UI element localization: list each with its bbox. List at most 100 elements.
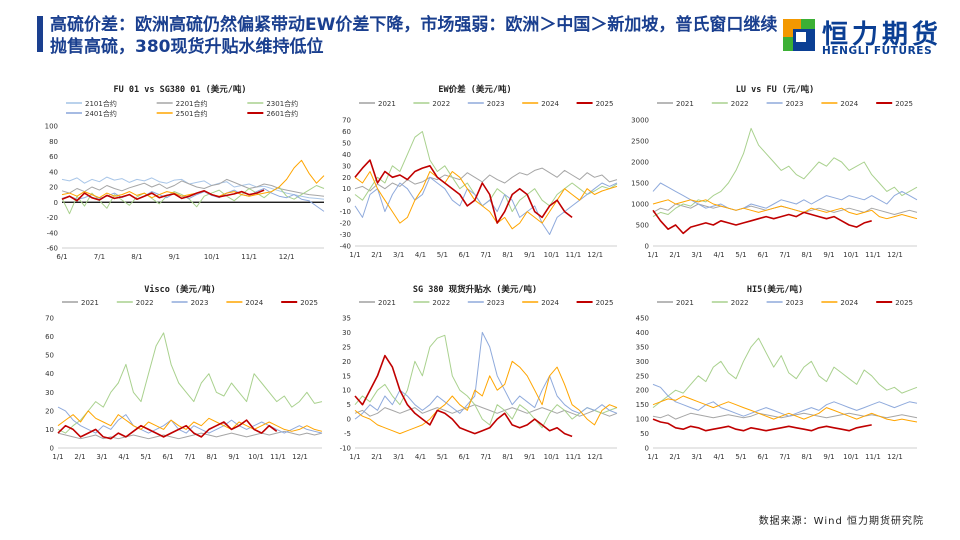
logo-mark-icon xyxy=(783,19,815,51)
y-tick-label: 1500 xyxy=(631,180,649,188)
x-tick-label: 4/1 xyxy=(118,453,129,461)
legend-label: 2025 xyxy=(895,100,913,108)
y-tick-label: 40 xyxy=(342,151,351,159)
legend-item: 2101合约 xyxy=(66,99,117,108)
x-tick-label: 1/1 xyxy=(647,453,658,461)
chart-title: HI5(美元/吨) xyxy=(747,284,803,295)
y-tick-label: 50 xyxy=(640,430,649,438)
y-tick-label: 15 xyxy=(342,372,351,380)
x-tick-label: 11/1 xyxy=(865,251,881,259)
y-tick-label: -40 xyxy=(47,229,58,237)
y-tick-label: 0 xyxy=(347,416,351,424)
y-tick-label: 40 xyxy=(49,168,58,176)
series-line-2024 xyxy=(57,410,323,432)
y-tick-label: 60 xyxy=(45,333,54,341)
x-tick-label: 4/1 xyxy=(415,453,426,461)
y-tick-label: 60 xyxy=(49,153,58,161)
legend-label: 2022 xyxy=(731,299,749,307)
legend-label: 2024 xyxy=(541,100,559,108)
y-tick-label: 0 xyxy=(645,243,649,251)
x-tick-label: 10/1 xyxy=(248,453,264,461)
x-tick-label: 9/1 xyxy=(524,251,535,259)
legend-label: 2024 xyxy=(245,299,263,307)
legend-item: 2024 xyxy=(226,299,264,307)
x-tick-label: 5/1 xyxy=(437,251,448,259)
legend-item: 2601合约 xyxy=(247,109,298,118)
y-tick-label: -30 xyxy=(340,231,351,239)
y-tick-label: 40 xyxy=(45,370,54,378)
legend-label: 2024 xyxy=(840,299,858,307)
x-tick-label: 2/1 xyxy=(371,251,382,259)
series-line-2025 xyxy=(652,418,872,432)
x-tick-label: 7/1 xyxy=(94,253,105,261)
y-tick-label: 20 xyxy=(45,407,54,415)
legend-item: 2025 xyxy=(576,100,613,108)
series-line-2024 xyxy=(354,171,618,230)
legend-label: 2024 xyxy=(541,299,559,307)
x-tick-label: 1/1 xyxy=(349,453,360,461)
series-line-2401合约 xyxy=(61,188,325,212)
x-tick-label: 12/1 xyxy=(587,251,603,259)
y-tick-label: -20 xyxy=(47,214,58,222)
x-tick-label: 2/1 xyxy=(371,453,382,461)
legend-label: 2023 xyxy=(487,299,505,307)
x-tick-label: 12/1 xyxy=(587,453,603,461)
y-tick-label: -10 xyxy=(340,208,351,216)
series-line-2022 xyxy=(652,337,918,408)
legend-label: 2023 xyxy=(487,100,505,108)
chart-title: FU 01 vs SG380 01 (美元/吨) xyxy=(114,84,247,95)
y-tick-label: -20 xyxy=(340,220,351,228)
x-tick-label: 12/1 xyxy=(292,453,308,461)
y-tick-label: 80 xyxy=(49,138,58,146)
y-tick-label: 30 xyxy=(45,389,54,397)
x-tick-label: 8/1 xyxy=(502,453,513,461)
legend-label: 2501合约 xyxy=(176,109,208,118)
x-tick-label: 4/1 xyxy=(713,251,724,259)
x-tick-label: 2/1 xyxy=(669,251,680,259)
x-tick-label: 5/1 xyxy=(735,251,746,259)
chart-lu-vs-fu: LU vs FU (元/吨) 2021 2022 2023 2024 2025 0 500 10… xyxy=(625,80,925,270)
x-tick-label: 5/1 xyxy=(437,453,448,461)
series-line-2023 xyxy=(354,331,618,420)
x-tick-label: 2/1 xyxy=(74,453,85,461)
legend-label: 2301合约 xyxy=(266,99,298,108)
x-tick-label: 11/1 xyxy=(565,453,581,461)
chart-svg-lu-vs-fu: LU vs FU (元/吨) 2021 2022 2023 2024 2025 0 500 10… xyxy=(631,84,918,259)
x-tick-label: 11/1 xyxy=(270,453,286,461)
legend-item: 2025 xyxy=(876,100,913,108)
series-line-2023 xyxy=(652,383,918,417)
y-tick-label: 1000 xyxy=(631,201,649,209)
legend-label: 2601合约 xyxy=(266,109,298,118)
chart-hi5: HI5(美元/吨) 2021 2022 2023 2024 2025 0 50 100 150 20… xyxy=(625,280,925,470)
legend-label: 2025 xyxy=(300,299,318,307)
y-tick-label: 10 xyxy=(45,426,54,434)
y-tick-label: 0 xyxy=(347,197,351,205)
chart-svg-visco: Visco (美元/吨) 2021 2022 2023 2024 2025 0 10 20 30 4… xyxy=(45,284,323,461)
x-tick-label: 10/1 xyxy=(204,253,220,261)
x-tick-label: 11/1 xyxy=(565,251,581,259)
legend-label: 2023 xyxy=(191,299,209,307)
legend-item: 2025 xyxy=(281,299,318,307)
legend-item: 2021 xyxy=(657,299,694,307)
chart-title: Visco (美元/吨) xyxy=(144,284,216,295)
y-tick-label: 70 xyxy=(45,315,54,323)
legend-item: 2024 xyxy=(522,100,560,108)
x-tick-label: 6/1 xyxy=(459,453,470,461)
x-tick-label: 7/1 xyxy=(779,251,790,259)
series-line-2022 xyxy=(652,127,918,218)
legend-label: 2021 xyxy=(81,299,99,307)
legend-item: 2021 xyxy=(62,299,99,307)
series-line-2021 xyxy=(57,430,323,440)
y-tick-label: 50 xyxy=(45,352,54,360)
legend-item: 2021 xyxy=(359,299,396,307)
x-tick-label: 3/1 xyxy=(691,251,702,259)
x-tick-label: 10/1 xyxy=(544,251,560,259)
legend-label: 2022 xyxy=(731,100,749,108)
x-tick-label: 12/1 xyxy=(279,253,295,261)
chart-title: EW价差 (美元/吨) xyxy=(438,84,511,95)
legend-label: 2021 xyxy=(378,299,396,307)
chart-title: SG 380 现货升贴水 (美元/吨) xyxy=(413,284,537,295)
chart-fu-vs-sg380: FU 01 vs SG380 01 (美元/吨) 2101合约 2201合约 2301… xyxy=(30,80,330,270)
x-tick-label: 11/1 xyxy=(241,253,257,261)
y-tick-label: -40 xyxy=(340,243,351,251)
